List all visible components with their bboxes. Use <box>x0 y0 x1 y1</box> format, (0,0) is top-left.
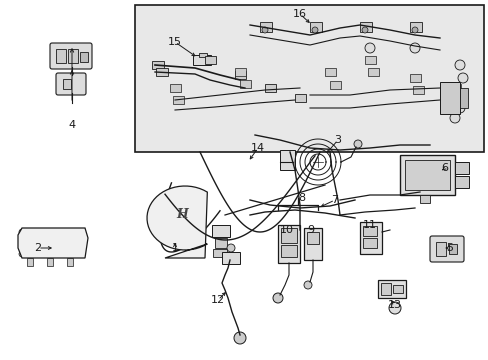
Bar <box>47 258 53 266</box>
Bar <box>213 249 226 257</box>
Text: 8: 8 <box>298 193 305 203</box>
Bar <box>454 176 468 188</box>
Bar <box>264 84 275 92</box>
Bar <box>280 150 294 170</box>
Bar <box>222 252 240 264</box>
FancyBboxPatch shape <box>429 236 463 262</box>
Circle shape <box>454 103 464 113</box>
Circle shape <box>19 251 25 257</box>
Bar <box>67 258 73 266</box>
Bar <box>240 80 250 88</box>
Bar <box>281 228 296 243</box>
Circle shape <box>272 293 283 303</box>
Text: 13: 13 <box>387 300 401 310</box>
Bar <box>449 84 460 92</box>
Bar <box>281 245 296 257</box>
Circle shape <box>226 244 235 252</box>
Bar <box>392 285 402 293</box>
Bar <box>452 96 463 104</box>
Text: 7: 7 <box>331 195 338 205</box>
Circle shape <box>449 113 459 123</box>
Bar <box>404 160 449 190</box>
Text: 10: 10 <box>280 225 293 235</box>
Text: 12: 12 <box>210 295 224 305</box>
Bar <box>294 94 305 102</box>
Bar <box>409 74 420 82</box>
Bar <box>152 61 163 69</box>
Text: 9: 9 <box>307 225 314 235</box>
Bar <box>435 242 445 256</box>
Text: 2: 2 <box>34 243 41 253</box>
Bar <box>278 225 299 263</box>
Bar <box>448 244 456 254</box>
Bar <box>419 195 429 203</box>
Bar <box>235 71 245 79</box>
Circle shape <box>457 73 467 83</box>
Bar <box>135 5 483 152</box>
Bar <box>68 49 78 63</box>
Bar <box>380 283 390 295</box>
Bar <box>459 88 467 108</box>
Text: H: H <box>176 208 187 221</box>
Text: 5: 5 <box>446 243 452 253</box>
Bar <box>156 68 168 76</box>
Bar <box>199 53 206 57</box>
Circle shape <box>353 140 361 148</box>
Text: 4: 4 <box>68 120 76 130</box>
Bar <box>325 68 335 76</box>
Bar <box>260 22 271 32</box>
Bar <box>359 22 371 32</box>
Polygon shape <box>147 186 207 258</box>
Bar <box>362 226 376 236</box>
Bar <box>170 84 181 92</box>
Text: 11: 11 <box>362 220 376 230</box>
Bar <box>439 82 459 114</box>
Circle shape <box>454 60 464 70</box>
Bar <box>309 22 321 32</box>
Bar <box>80 52 88 62</box>
Bar <box>212 225 229 237</box>
Text: 3: 3 <box>334 135 341 145</box>
Circle shape <box>72 251 78 257</box>
Bar <box>359 222 381 254</box>
Bar <box>454 162 468 174</box>
Bar <box>193 55 210 65</box>
FancyBboxPatch shape <box>56 73 86 95</box>
Bar <box>304 228 321 260</box>
Bar <box>367 68 378 76</box>
Circle shape <box>304 281 311 289</box>
Bar <box>173 96 183 104</box>
Text: 6: 6 <box>441 163 447 173</box>
Circle shape <box>364 43 374 53</box>
Circle shape <box>409 43 419 53</box>
Bar <box>362 238 376 248</box>
Circle shape <box>262 27 267 33</box>
Circle shape <box>311 27 317 33</box>
Circle shape <box>411 27 417 33</box>
Bar <box>409 22 421 32</box>
Bar <box>399 155 454 195</box>
Circle shape <box>234 332 245 344</box>
Bar <box>412 86 423 94</box>
Bar <box>215 238 226 248</box>
Bar <box>27 258 33 266</box>
Text: 15: 15 <box>168 37 182 47</box>
Circle shape <box>388 302 400 314</box>
Bar <box>329 81 340 89</box>
FancyBboxPatch shape <box>50 43 92 69</box>
Text: 16: 16 <box>292 9 306 19</box>
Bar <box>377 280 405 298</box>
Circle shape <box>361 27 367 33</box>
Polygon shape <box>18 228 88 258</box>
Bar <box>364 56 375 64</box>
Text: 14: 14 <box>250 143 264 153</box>
Bar <box>63 79 71 89</box>
Bar <box>204 56 216 64</box>
Circle shape <box>19 229 25 235</box>
Circle shape <box>72 229 78 235</box>
Text: 1: 1 <box>171 243 178 253</box>
Bar <box>56 49 66 63</box>
Bar <box>235 68 245 76</box>
Bar <box>306 232 318 244</box>
